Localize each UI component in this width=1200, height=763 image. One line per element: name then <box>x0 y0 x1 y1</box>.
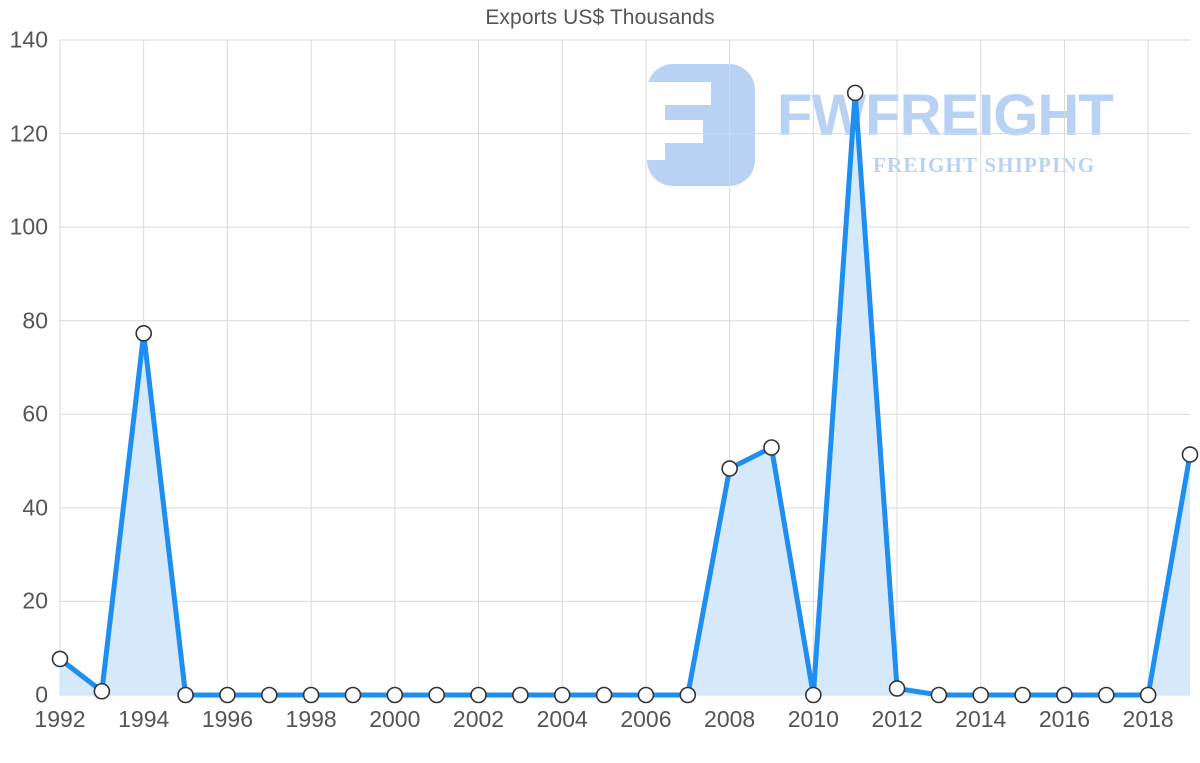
data-point-marker[interactable] <box>1014 686 1031 704</box>
data-point-marker[interactable] <box>930 686 948 704</box>
x-axis-tick-label: 1992 <box>34 706 86 732</box>
x-axis-tick-label: 2006 <box>620 706 672 732</box>
data-line <box>57 90 1193 698</box>
data-point-marker[interactable] <box>135 325 152 342</box>
y-axis-tick-label: 0 <box>35 681 48 708</box>
data-markers <box>51 84 1199 704</box>
data-point-marker[interactable] <box>344 686 362 704</box>
chart-title: Exports US$ Thousands <box>485 6 715 29</box>
x-axis-tick-label: 2016 <box>1038 706 1091 732</box>
y-axis-tick-label: 120 <box>9 120 48 147</box>
data-point-marker[interactable] <box>1181 446 1199 463</box>
data-point-marker[interactable] <box>428 686 445 704</box>
data-point-marker[interactable] <box>637 686 655 704</box>
x-axis-tick-label: 2014 <box>955 706 1007 732</box>
data-point-marker[interactable] <box>512 686 529 704</box>
data-point-marker[interactable] <box>721 460 738 477</box>
data-point-marker[interactable] <box>470 686 487 704</box>
data-point-marker[interactable] <box>219 686 236 704</box>
data-point-marker[interactable] <box>805 686 822 704</box>
data-point-marker[interactable] <box>1056 686 1073 704</box>
data-point-marker[interactable] <box>553 686 571 704</box>
x-axis-tick-label: 2008 <box>704 706 756 732</box>
data-point-marker[interactable] <box>1098 686 1115 704</box>
data-point-marker[interactable] <box>93 682 111 700</box>
y-axis-tick-label: 140 <box>9 26 48 53</box>
y-axis-tick-label: 20 <box>22 587 48 614</box>
y-axis-tick-label: 100 <box>9 213 48 240</box>
x-axis-tick-label: 1996 <box>201 706 253 732</box>
data-point-marker[interactable] <box>888 680 906 697</box>
data-point-marker[interactable] <box>679 686 697 704</box>
data-line-path <box>57 90 1193 698</box>
y-axis-tick-label: 40 <box>22 494 48 521</box>
data-point-marker[interactable] <box>260 686 278 704</box>
data-point-marker[interactable] <box>51 650 69 668</box>
x-axis-tick-label: 2004 <box>536 706 588 732</box>
x-axis-tick-label: 2012 <box>871 706 923 732</box>
x-axis-tick-label: 1994 <box>118 706 170 732</box>
data-point-marker[interactable] <box>846 84 864 102</box>
y-axis-tick-label: 80 <box>22 307 48 334</box>
grid-lines <box>59 39 1190 696</box>
x-axis-tick-label: 2000 <box>369 706 421 732</box>
y-axis-tick-label: 60 <box>22 400 48 427</box>
area-fill-shape <box>60 92 1190 696</box>
data-point-marker[interactable] <box>1139 686 1157 704</box>
data-point-marker[interactable] <box>177 686 194 704</box>
data-point-marker[interactable] <box>763 439 780 456</box>
x-axis-tick-label: 1998 <box>285 706 337 732</box>
x-axis-tick-label: 2018 <box>1122 706 1174 732</box>
data-point-marker[interactable] <box>302 686 320 704</box>
data-point-marker[interactable] <box>972 686 990 704</box>
data-point-marker[interactable] <box>595 686 613 704</box>
data-point-marker[interactable] <box>386 686 404 704</box>
area-fill <box>60 92 1190 696</box>
x-axis-tick-label: 2002 <box>452 706 505 732</box>
x-axis-tick-label: 2010 <box>787 706 839 732</box>
